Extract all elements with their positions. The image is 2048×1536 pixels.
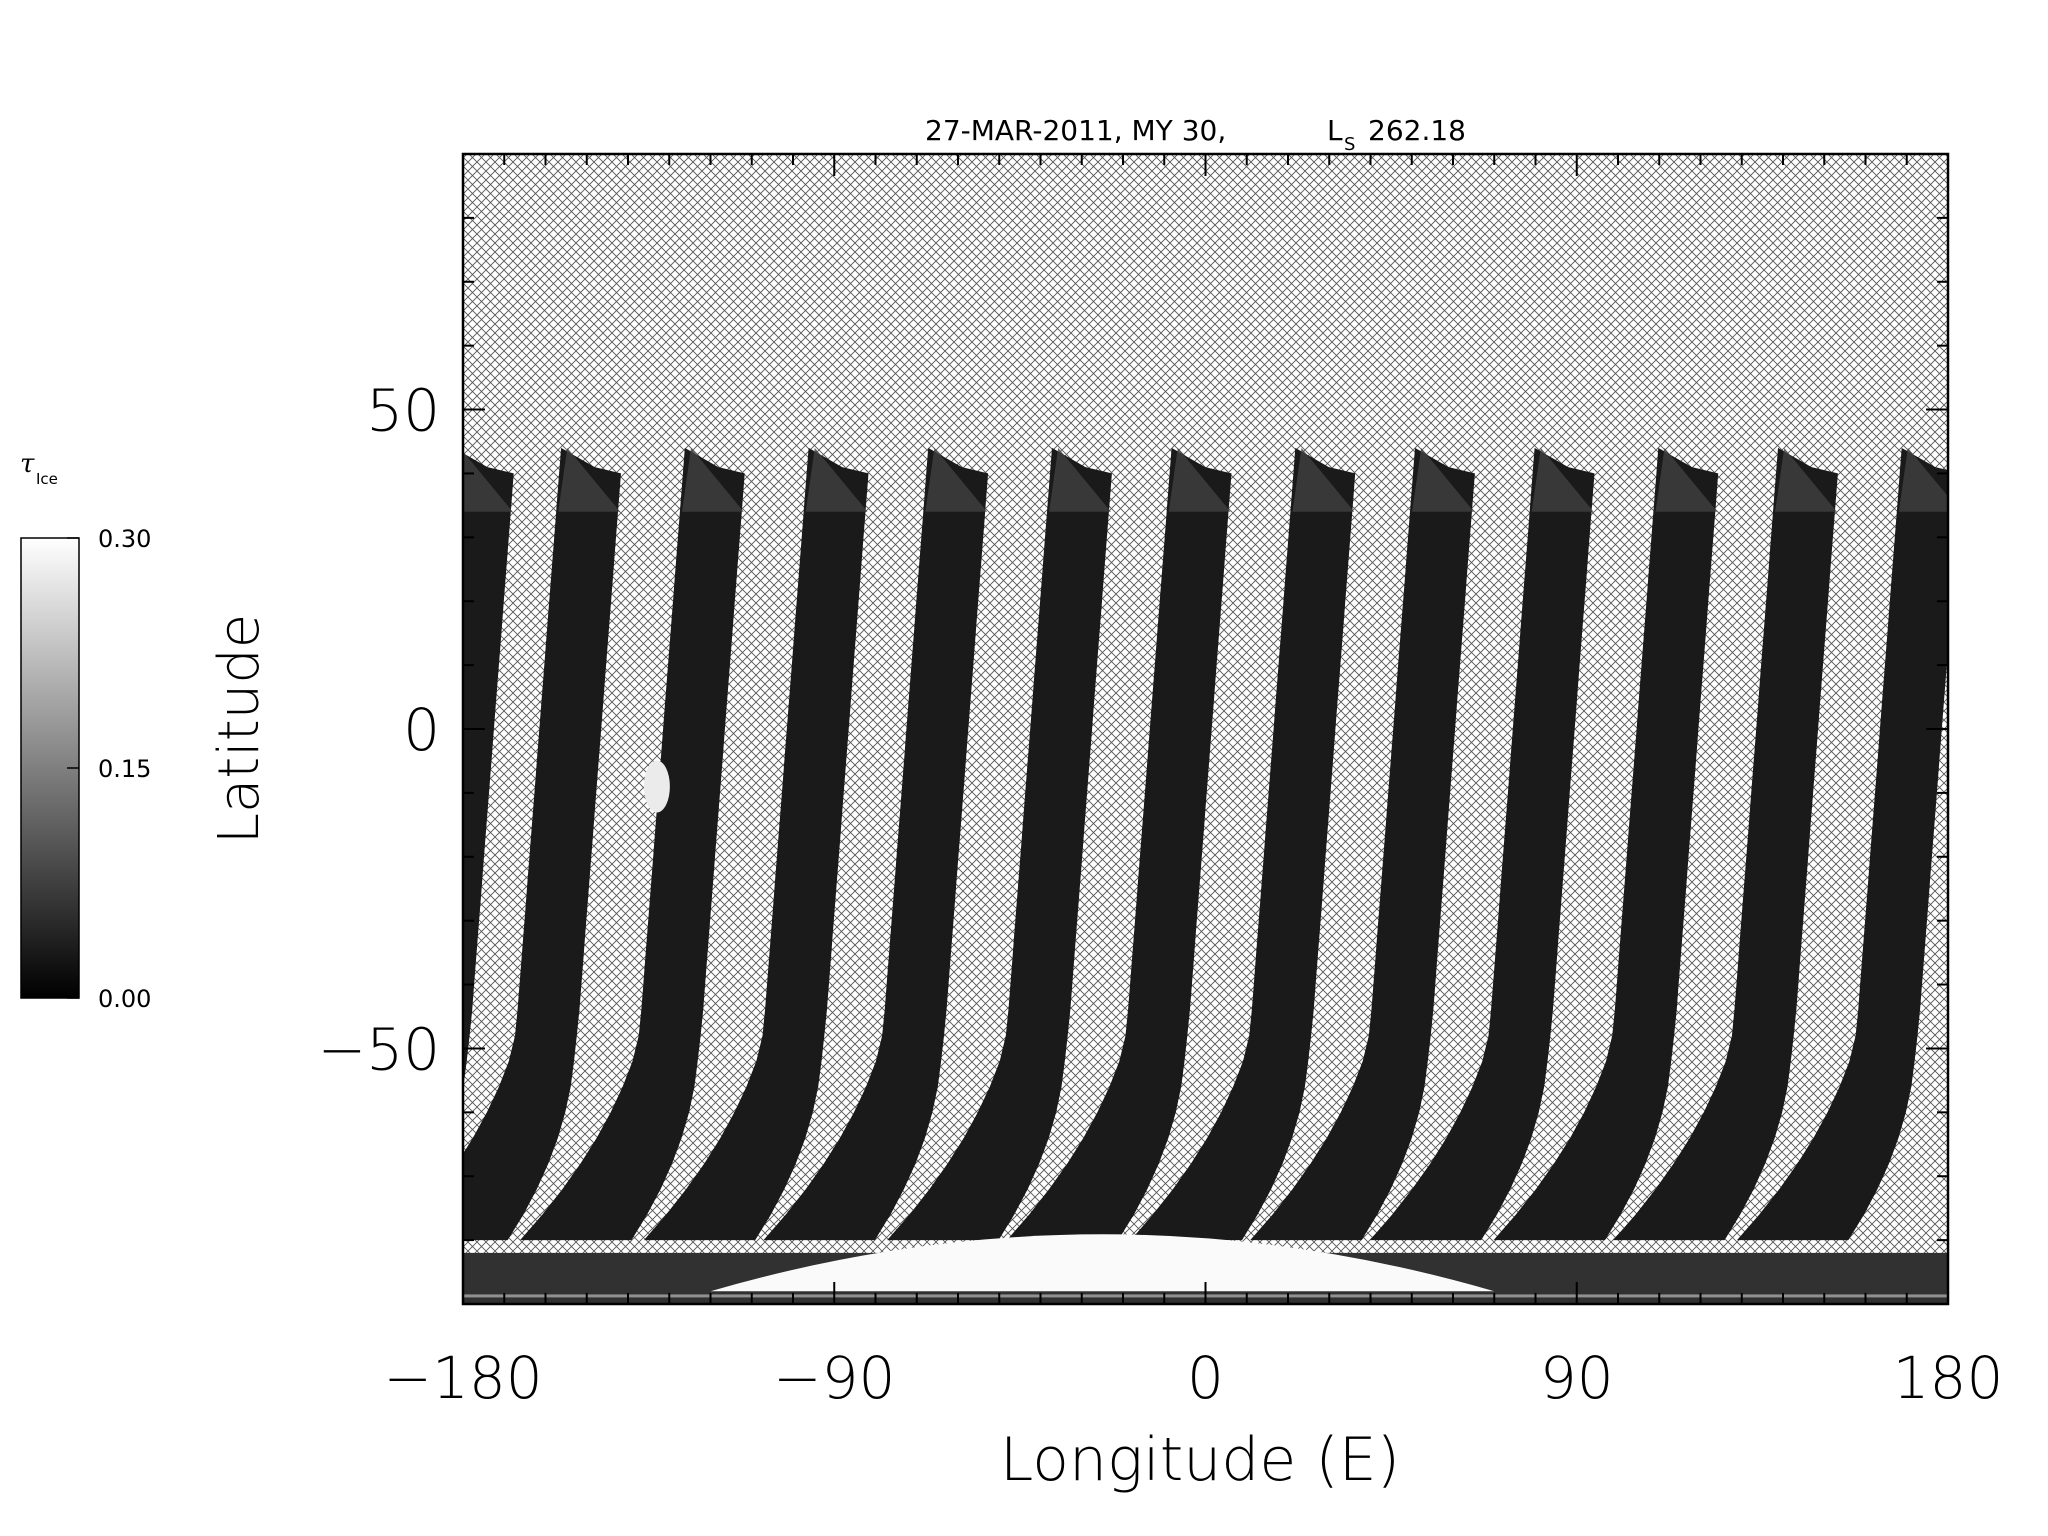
swath-north-tint [1655,447,1718,512]
swath-north-tint [1898,447,1948,512]
y-tick-label: −50 [318,1015,440,1083]
swath-band [520,447,745,1241]
swath-north-tint [1531,447,1594,512]
x-axis-label: Longitude (E) [1000,1425,1400,1495]
x-tick-label: −90 [773,1344,895,1412]
x-tick-label: −180 [383,1344,542,1412]
swath-band [1369,447,1595,1241]
swath-north-tint [805,447,868,512]
swath-band [763,447,989,1241]
swath-band [463,447,621,1241]
swath-north-tint [558,447,621,512]
swath-band [887,447,1112,1241]
x-tick-label: 90 [1540,1344,1614,1412]
title-ls-value: 262.18 [1368,114,1466,147]
colorbar-tick-label: 0.30 [98,525,151,553]
swath-north-tint [1412,447,1474,512]
swath-north-tint [1292,447,1355,512]
y-axis-label: Latitude [207,614,272,844]
swath-band [1737,447,1948,1241]
swath-north-tint [1049,447,1111,512]
swath-group [463,447,1948,1241]
title-ls-symbol: L [1327,114,1343,147]
swath-north-tint [925,447,988,512]
x-tick-label: 0 [1187,1344,1224,1412]
chart-title: 27-MAR-2011, MY 30, [925,114,1226,147]
plot-area [463,154,1948,1304]
swath-band [1130,447,1356,1241]
y-tick-label: 50 [366,377,440,445]
swath-band [1006,447,1232,1241]
polar-cap [710,1234,1495,1292]
colorbar-label: τ [20,449,35,479]
colorbar-label-subscript: Ice [36,470,58,488]
colorbar-ticks: 0.30 0.15 0.00 [67,525,151,1013]
swath-north-tint [682,447,744,512]
colorbar: τ Ice 0.30 0.15 0.00 [20,449,151,1013]
swath-north-tint [1168,447,1231,512]
swath-band [1493,447,1719,1241]
colorbar-tick-label: 0.00 [98,985,151,1013]
x-tick-labels: −180 −90 0 90 180 [383,1344,2003,1412]
x-tick-label: 180 [1893,1344,2004,1412]
cloud-feature [643,760,670,813]
colorbar-tick-label: 0.15 [98,755,151,783]
swath-north-tint [1775,447,1837,512]
title-ls-subscript: S [1344,134,1355,155]
swath-band [643,447,869,1241]
swath-band [1250,447,1475,1241]
y-tick-label: 0 [403,696,440,764]
y-tick-labels: −50 0 50 [318,377,440,1084]
swath-band [463,453,514,1089]
axis-ticks [462,153,1949,1305]
swath-north-tint [463,451,513,512]
swath-band [1613,447,1838,1241]
